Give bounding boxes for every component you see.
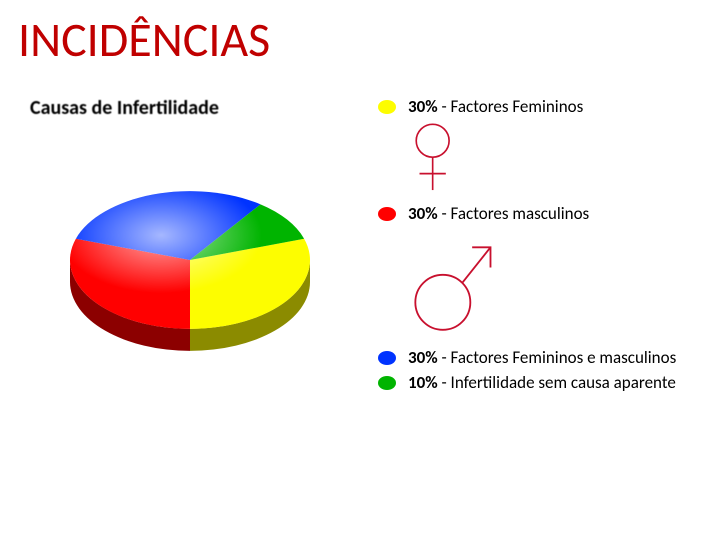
legend-label: - Factores Femininos xyxy=(438,96,584,117)
legend-percent: 30% xyxy=(408,96,438,117)
legend-label: - Factores masculinos xyxy=(438,203,590,224)
legend-label: - Infertilidade sem causa aparente xyxy=(438,372,676,393)
male-symbol-icon xyxy=(408,229,698,339)
legend-item: 30% - Factores Femininos e masculinos xyxy=(378,347,698,368)
legend-percent: 30% xyxy=(408,203,438,224)
legend-text: 30% - Factores Femininos xyxy=(408,96,583,117)
pie-chart xyxy=(50,160,330,380)
legend-percent: 30% xyxy=(408,347,438,368)
legend-swatch xyxy=(378,351,396,365)
legend-swatch xyxy=(378,207,396,221)
legend-percent: 10% xyxy=(408,372,438,393)
legend-item: 10% - Infertilidade sem causa aparente xyxy=(378,372,698,393)
legend-swatch xyxy=(378,376,396,390)
legend-text: 30% - Factores masculinos xyxy=(408,203,589,224)
legend-text: 30% - Factores Femininos e masculinos xyxy=(408,347,676,368)
chart-subtitle: Causas de Infertilidade xyxy=(30,96,219,120)
legend-text: 10% - Infertilidade sem causa aparente xyxy=(408,372,676,393)
pie-highlight xyxy=(70,191,310,329)
female-symbol-icon xyxy=(408,121,698,195)
page-title: INCIDÊNCIAS xyxy=(18,10,270,69)
legend-label: - Factores Femininos e masculinos xyxy=(438,347,677,368)
legend: 30% - Factores Femininos30% - Factores m… xyxy=(378,96,698,397)
legend-item: 30% - Factores Femininos xyxy=(378,96,698,117)
legend-swatch xyxy=(378,100,396,114)
legend-item: 30% - Factores masculinos xyxy=(378,203,698,224)
